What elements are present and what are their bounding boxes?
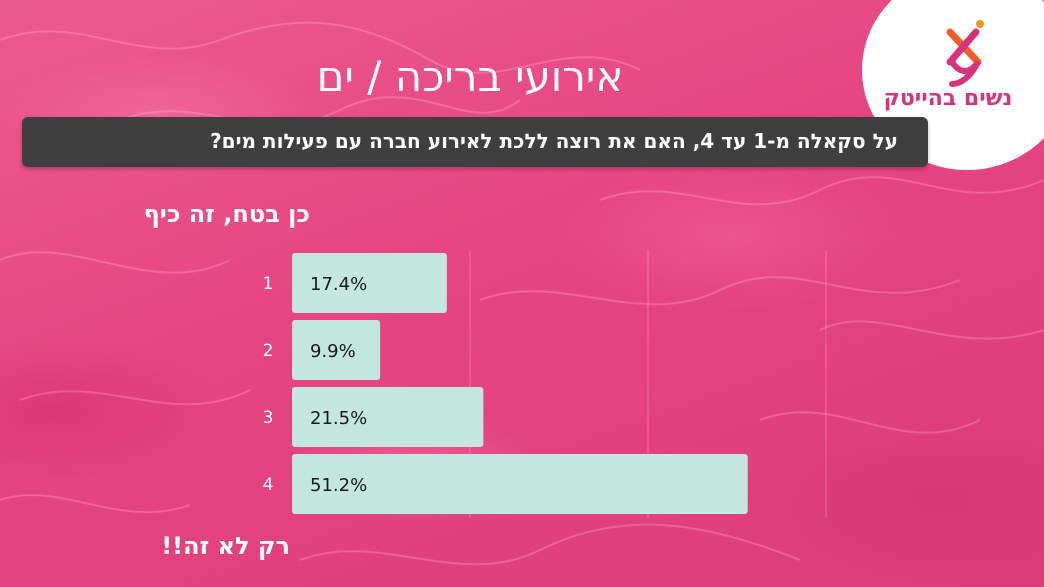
logo-text: נשים בהייטק <box>883 86 1013 111</box>
category-label-3: 3 <box>263 408 274 428</box>
bar-2 <box>292 320 381 380</box>
scale-label-bottom: רק לא זה!! <box>161 532 290 560</box>
category-label-1: 1 <box>263 274 274 294</box>
category-label-4: 4 <box>263 475 274 495</box>
question-banner: על סקאלה מ-1 עד 4, האם את רוצה ללכת לאיר… <box>22 117 928 167</box>
bar-value-label-1: 17.4% <box>310 274 367 295</box>
bar-value-label-3: 21.5% <box>310 408 367 429</box>
question-text: על סקאלה מ-1 עד 4, האם את רוצה ללכת לאיר… <box>210 129 898 153</box>
bar-value-label-2: 9.9% <box>310 341 356 362</box>
bar-value-label-4: 51.2% <box>310 475 367 496</box>
category-label-2: 2 <box>263 341 274 361</box>
bar-4 <box>292 454 748 514</box>
x-figure-logo-icon <box>946 20 984 87</box>
bar-1 <box>292 253 447 313</box>
scale-label-top: כן בטח, זה כיף <box>143 200 310 228</box>
bar-3 <box>292 387 484 447</box>
page-title: אירועי בריכה / ים <box>316 52 624 101</box>
